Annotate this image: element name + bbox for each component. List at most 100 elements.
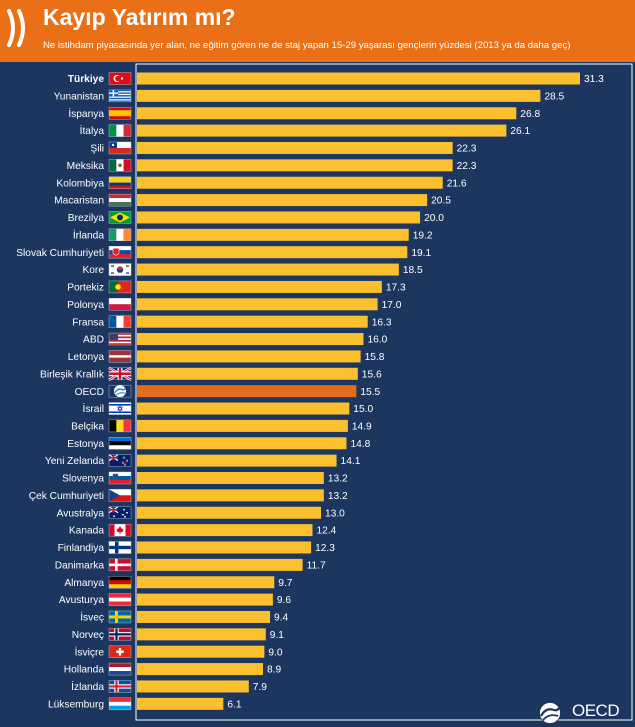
value-label: 26.8 (520, 109, 540, 120)
value-label: 6.1 (227, 699, 241, 710)
value-label: 15.5 (360, 387, 380, 398)
flag-turkey-icon (108, 72, 132, 85)
bar (137, 645, 265, 658)
flag-colombia-icon (108, 176, 132, 189)
bar-row: Meksika 22.3 (67, 159, 477, 172)
flag-netherlands-icon (108, 662, 132, 676)
bar (137, 593, 273, 606)
value-label: 9.0 (268, 647, 282, 658)
category-label: İsviçre (75, 645, 105, 658)
category-label: Slovenya (62, 474, 104, 485)
category-label: Avustralya (57, 508, 105, 519)
flag-spain-icon (108, 107, 132, 120)
category-label: Kore (82, 265, 104, 276)
bar-row: İspanya 26.8 (68, 107, 540, 120)
bar-row: Şili 22.3 (90, 141, 477, 155)
bar-highlight (137, 385, 357, 398)
bar-row: İsrail 15.0 (82, 402, 373, 415)
value-label: 13.2 (328, 474, 348, 485)
flag-portugal-icon (108, 280, 132, 294)
page-subtitle: Ne istihdam piyasasında yer alan, ne eği… (43, 40, 571, 51)
value-label: 31.3 (584, 74, 604, 85)
bar (137, 489, 324, 502)
category-label: İspanya (68, 107, 104, 120)
category-label: Türkiye (68, 74, 105, 85)
category-label: Letonya (68, 352, 105, 363)
flag-finland-icon (108, 541, 132, 554)
value-label: 15.0 (353, 404, 373, 415)
value-label: 15.6 (362, 369, 382, 380)
flag-canada-icon (108, 523, 132, 537)
bar (137, 159, 453, 172)
bar (137, 437, 347, 450)
category-label: ABD (83, 335, 104, 346)
value-label: 22.3 (457, 144, 477, 155)
bar-row: Macaristan 20.5 (54, 193, 451, 207)
bar (137, 472, 324, 485)
bar-row: İtalya 26.1 (80, 124, 531, 137)
bar-row: Avusturya 9.6 (59, 593, 291, 606)
bar-row: Slovak Cumhuriyeti 19.1 (16, 245, 431, 259)
bar (137, 246, 408, 259)
bar (137, 680, 249, 693)
category-label: Macaristan (54, 196, 104, 207)
bar-row: ABD 16.0 (83, 332, 388, 346)
category-label: Lüksemburg (48, 699, 104, 710)
bar-row: Fransa 16.3 (72, 315, 392, 328)
value-label: 13.0 (325, 508, 345, 519)
bar (137, 367, 358, 380)
value-label: 8.9 (267, 665, 281, 676)
flag-iceland-icon (108, 680, 132, 693)
value-label: 9.6 (277, 595, 291, 606)
bar-row: Kanada 12.4 (69, 523, 337, 537)
bar (137, 263, 399, 276)
oecd-brand-text: OECD (572, 701, 620, 720)
category-label: Slovak Cumhuriyeti (16, 248, 104, 259)
flag-france-icon (108, 315, 132, 328)
bar (137, 141, 453, 154)
bar-row: Avustralya 13.0 (57, 506, 345, 519)
value-label: 20.0 (424, 213, 444, 224)
bar-row: Slovenya 13.2 (62, 471, 348, 485)
flag-mexico-icon (108, 159, 132, 172)
value-label: 16.3 (372, 317, 392, 328)
value-label: 28.5 (544, 91, 564, 102)
value-label: 11.7 (307, 560, 326, 571)
bar (137, 124, 507, 137)
flag-slovakia-icon (108, 245, 132, 259)
value-label: 14.1 (341, 456, 361, 467)
category-label: Danimarka (55, 560, 105, 571)
bar-row: Finlandiya 12.3 (58, 541, 335, 554)
value-label: 26.1 (510, 126, 530, 137)
bar (137, 107, 517, 120)
category-label: İsveç (80, 611, 104, 624)
bar-row: İsveç 9.4 (80, 611, 288, 624)
category-label: Fransa (72, 317, 104, 328)
flag-korea-icon (108, 263, 132, 276)
flag-germany-icon (108, 576, 132, 589)
flag-israel-icon (108, 402, 132, 415)
page-title: Kayıp Yatırım mı? (43, 4, 236, 30)
bar (137, 350, 361, 363)
value-label: 14.9 (352, 422, 372, 433)
bar (137, 576, 275, 589)
bar-row: Kolombiya 21.6 (56, 176, 467, 189)
bar-row: Portekiz 17.3 (67, 280, 406, 294)
category-label: İtalya (80, 124, 105, 137)
bar (137, 558, 303, 571)
category-label: Almanya (64, 578, 104, 589)
bar-row: Birleşik Krallık 15.6 (40, 366, 382, 381)
bar (137, 524, 313, 537)
category-label: Finlandiya (58, 543, 105, 554)
value-label: 19.1 (411, 248, 431, 259)
category-label: Yeni Zelanda (45, 456, 104, 467)
bar (137, 228, 409, 241)
bar-row: İsviçre 9.0 (75, 645, 283, 658)
value-label: 16.0 (367, 335, 387, 346)
bar-row: Almanya 9.7 (64, 576, 293, 589)
bar-row: Türkiye 31.3 (68, 72, 604, 85)
bar (137, 280, 382, 293)
bar-row: Yeni Zelanda 14.1 (45, 454, 361, 467)
value-label: 13.2 (328, 491, 348, 502)
